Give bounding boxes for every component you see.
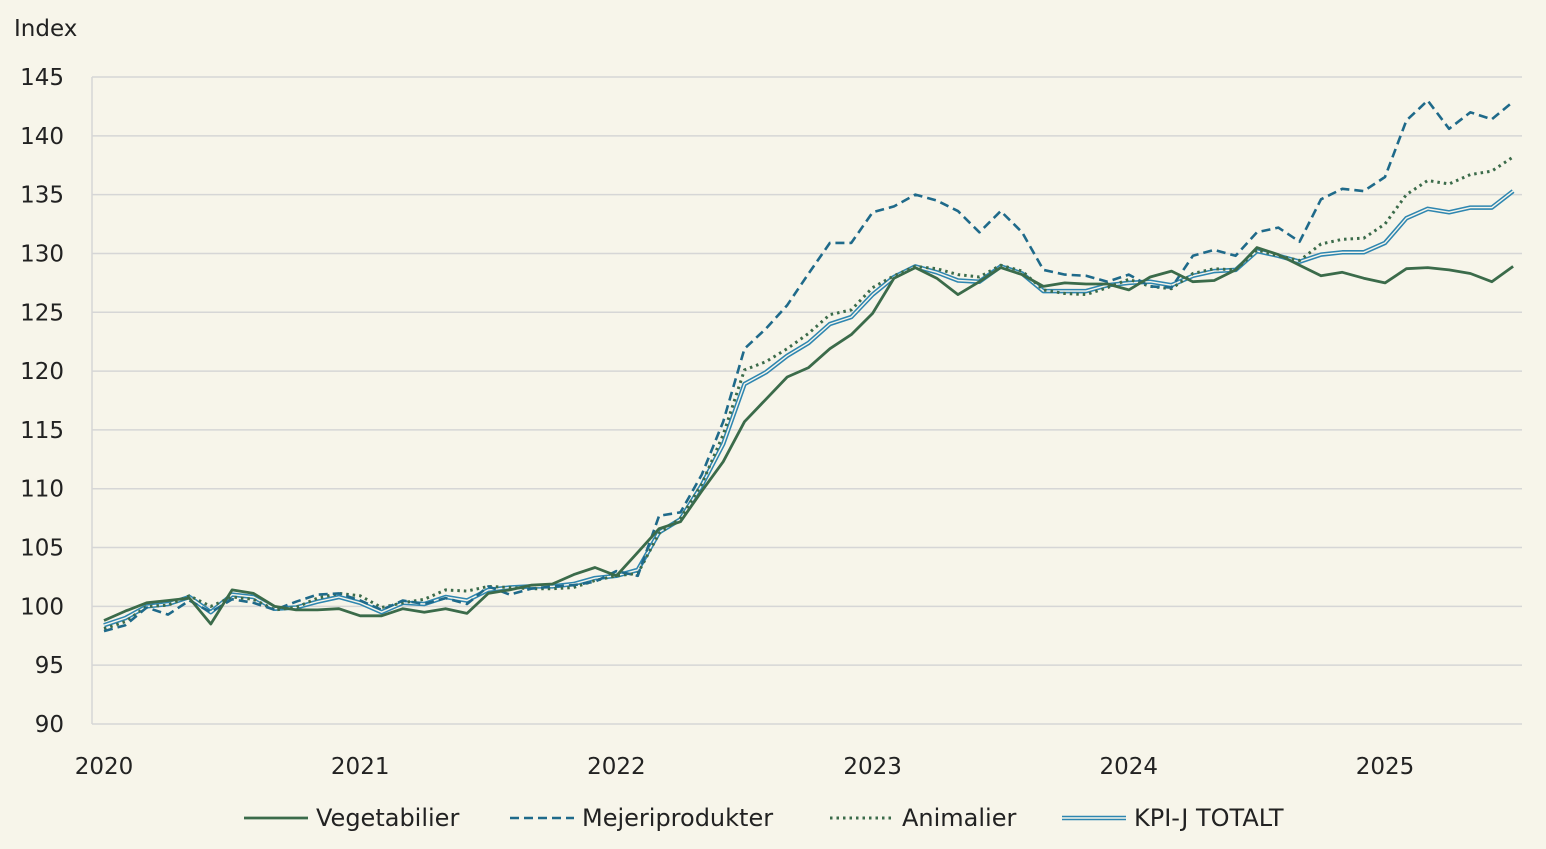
series-lines [103,99,1515,633]
y-tick-labels: 90 95 100 105 110 115 120 125 130 135 140 145 [20,65,64,738]
x-tick-label: 2020 [75,754,134,780]
y-tick-label: 145 [20,65,64,91]
y-tick-label: 120 [20,359,64,385]
y-tick-label: 100 [20,594,64,620]
series-line-kpi-j-totalt-inner [103,190,1514,626]
series-line-animalier [103,155,1514,631]
y-tick-label: 90 [35,712,64,738]
x-tick-label: 2021 [331,754,390,780]
x-tick-label: 2022 [587,754,646,780]
y-tick-label: 115 [20,418,64,444]
legend-label: KPI-J TOTALT [1134,804,1284,832]
y-tick-label: 140 [20,124,64,150]
y-tick-label: 95 [35,653,64,679]
y-tick-label: 135 [20,183,64,209]
legend-label: Vegetabilier [316,804,459,832]
x-tick-label: 2024 [1100,754,1159,780]
y-tick-label: 105 [20,536,64,562]
y-tick-label: 125 [20,300,64,326]
legend-label: Mejeriprodukter [582,804,773,832]
legend: Vegetabilier Mejeriprodukter Animalier KPI-… [244,804,1284,832]
x-tick-labels: 2020 2021 2022 2023 2024 2025 [75,754,1415,780]
y-tick-label: 130 [20,241,64,267]
series-line-kpi-j-totalt [103,189,1515,628]
series-line-vegetabilier [103,246,1514,626]
series-line-mejeriprodukter [103,99,1514,633]
x-tick-label: 2023 [843,754,902,780]
y-tick-label: 110 [20,477,64,503]
x-tick-label: 2025 [1356,754,1415,780]
y-axis-label: Index [14,16,77,42]
legend-label: Animalier [902,804,1016,832]
gridlines [91,76,1522,725]
